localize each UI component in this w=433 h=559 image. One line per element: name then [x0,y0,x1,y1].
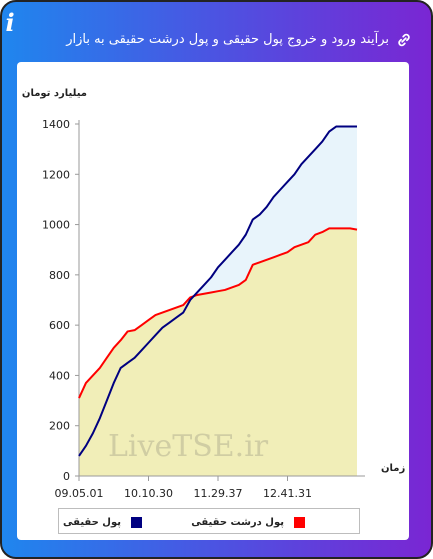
y-tick-label-0: 0 [63,470,70,483]
y-tick-label-600: 600 [49,319,70,332]
info-icon[interactable]: i [5,8,15,37]
legend-item-real-money: پول حقیقی [63,515,142,529]
y-axis-label: میلیارد تومان [21,88,87,99]
y-tick-label-400: 400 [49,369,70,382]
x-axis-label: زمان [381,463,406,474]
link-icon-graphic [398,33,410,46]
series-line-large-real-money [78,227,358,399]
y-tick-label-1200: 1200 [42,168,70,181]
legend-item-large-real-money: پول درشت حقیقی [191,515,305,529]
series-line-real-money [78,125,357,457]
area-large-real-money [79,228,357,476]
legend-label-real-money: پول حقیقی [63,516,121,528]
x-tick-label-1: 10.10.30 [124,487,173,500]
link-icon[interactable] [395,31,413,49]
x-tick-label-2: 11.29.37 [194,487,243,500]
chart-panel: 0 200 400 600 800 1000 1200 1400 09.05.01 10.10.3… [17,62,409,540]
y-tick-label-200: 200 [49,420,70,433]
legend-swatch-large-real-money [294,516,305,528]
legend-swatch-real-money [131,516,142,528]
chart-plot: 0 200 400 600 800 1000 1200 1400 09.05.01 10.10.3… [42,118,365,500]
chart-title: برآیند ورود و خروج پول حقیقی و پول درشت … [66,32,389,47]
chart-header: برآیند ورود و خروج پول حقیقی و پول درشت … [20,17,413,62]
y-tick-label-1400: 1400 [42,118,70,131]
y-tick-label-800: 800 [49,269,70,282]
x-tick-label-3: 12.41.31 [263,487,312,500]
chart-legend: پول درشت حقیقی پول حقیقی [58,508,360,534]
x-tick-label-0: 09.05.01 [55,487,104,500]
legend-label-large-real-money: پول درشت حقیقی [191,516,284,528]
watermark-text: LiveTSE.ir [108,429,269,464]
y-tick-label-1000: 1000 [42,219,70,232]
